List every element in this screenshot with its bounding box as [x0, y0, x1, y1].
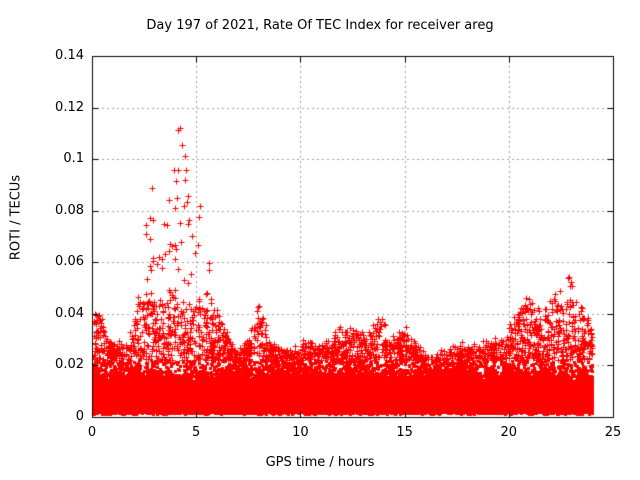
y-tick-label: 0.1 [63, 151, 84, 167]
x-tick-label: 5 [192, 425, 201, 440]
y-tick-label: 0.12 [55, 99, 84, 115]
y-tick-label: 0.08 [55, 202, 84, 218]
y-tick-label: 0.14 [55, 48, 84, 63]
x-tick-label: 25 [604, 425, 622, 440]
y-tick-label: 0.06 [55, 254, 84, 270]
x-tick-label: 15 [396, 425, 413, 440]
x-tick-label: 10 [292, 425, 309, 440]
x-axis-label: GPS time / hours [265, 455, 375, 470]
y-tick-label: 0 [75, 409, 84, 424]
y-tick-label: 0.04 [55, 305, 84, 321]
x-tick-label: 20 [500, 425, 518, 440]
y-tick-label: 0.02 [55, 357, 84, 373]
x-tick-label: 0 [87, 425, 97, 440]
